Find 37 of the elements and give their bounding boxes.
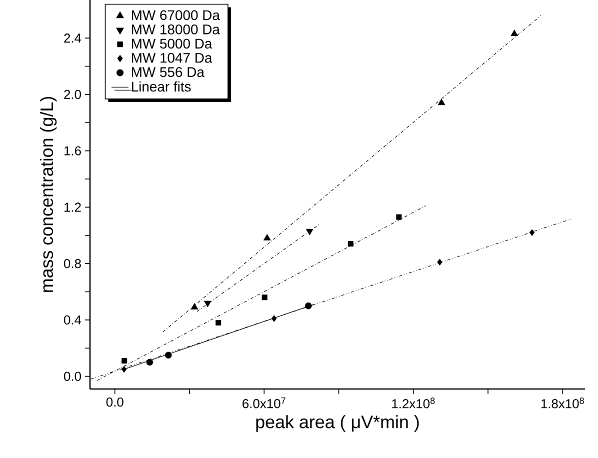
y-tick-label: 1.6 — [64, 146, 81, 156]
point — [204, 300, 212, 308]
point — [164, 352, 172, 359]
point — [263, 234, 271, 240]
point — [510, 30, 518, 36]
y-tick-label: 0.4 — [64, 315, 82, 325]
x-tick-label: 1.8x10$^{8}$ — [541, 398, 584, 408]
point — [306, 228, 314, 236]
y-tick-label: 0.0 — [64, 372, 81, 381]
point — [146, 358, 154, 366]
point — [529, 229, 535, 236]
y-tick-label: 0.8 — [64, 258, 81, 268]
legend-label: MW 18000 Da — [132, 24, 220, 34]
point — [122, 358, 128, 364]
point — [305, 302, 312, 310]
y-tick-label: 1.2 — [64, 202, 81, 212]
x-tick-label: 6.0x10$^{7}$ — [242, 398, 286, 408]
point — [121, 366, 127, 373]
y-axis-title: mass concentration (g/L) — [40, 96, 57, 292]
point — [437, 258, 442, 266]
point — [190, 303, 198, 310]
x-axis-title: peak area ( μV*min ) — [256, 415, 419, 432]
point — [271, 315, 277, 322]
legend-label: MW 1047 Da — [132, 52, 212, 63]
y-tick-label: 2.4 — [64, 34, 82, 43]
legend-label: Linear fits — [132, 81, 191, 92]
x-tick-label: 1.2x10$^{8}$ — [392, 398, 435, 408]
point — [262, 294, 268, 300]
legend-label: MW 556 Da — [132, 67, 204, 78]
point — [438, 98, 446, 106]
y-tick-label: 2.0 — [64, 90, 81, 100]
point — [396, 214, 402, 220]
point — [348, 241, 354, 247]
legend-label: MW 5000 Da — [132, 38, 212, 49]
point — [216, 320, 222, 326]
x-tick-label: 0.0 — [106, 397, 124, 407]
legend-label: MW 67000 Da — [132, 10, 220, 20]
